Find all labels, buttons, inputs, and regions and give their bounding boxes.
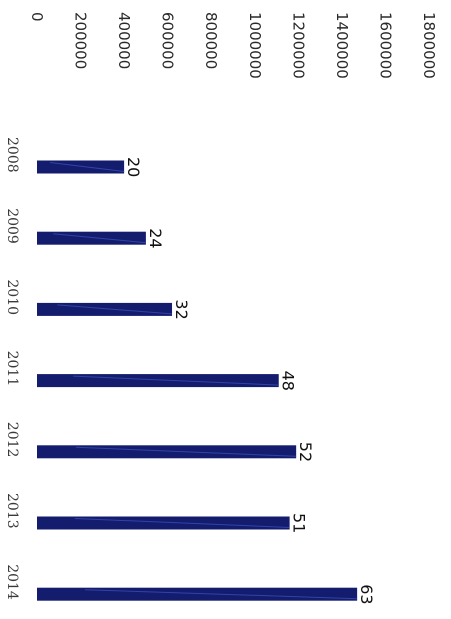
bar-highlight bbox=[53, 233, 146, 244]
x-tick-label: 800000 bbox=[202, 12, 220, 69]
bar-highlight bbox=[74, 518, 290, 528]
bar bbox=[37, 374, 279, 388]
bar bbox=[37, 302, 173, 316]
x-tick-label: 0 bbox=[28, 12, 46, 22]
x-tick-label: 1800000 bbox=[420, 12, 438, 79]
bar-highlight bbox=[73, 375, 279, 386]
data-label: 48 bbox=[279, 371, 298, 391]
category-label: 2013 bbox=[4, 493, 20, 529]
x-tick-label: 1000000 bbox=[246, 12, 264, 79]
category-label: 2012 bbox=[4, 422, 20, 458]
data-label: 20 bbox=[124, 157, 143, 177]
category-label: 2014 bbox=[4, 564, 20, 600]
data-label: 51 bbox=[290, 513, 309, 533]
data-label: 32 bbox=[172, 299, 191, 319]
x-tick-label: 200000 bbox=[72, 12, 90, 69]
bar bbox=[37, 231, 146, 245]
bar-highlight bbox=[50, 162, 125, 172]
data-label: 63 bbox=[357, 584, 376, 604]
x-tick-label: 600000 bbox=[159, 12, 177, 69]
category-label: 2011 bbox=[4, 351, 20, 387]
x-tick-label: 1600000 bbox=[376, 12, 394, 79]
category-label: 2009 bbox=[4, 208, 20, 244]
bar-highlight bbox=[75, 446, 297, 457]
bar-highlight bbox=[85, 589, 358, 600]
x-tick-label: 1200000 bbox=[289, 12, 307, 79]
x-tick-label: 1400000 bbox=[333, 12, 351, 79]
bar bbox=[37, 445, 297, 459]
bar-highlight bbox=[57, 304, 173, 315]
plot-area: 0 200000 400000 600000 800000 1000000 1200000 1… bbox=[4, 12, 438, 605]
x-tick-label: 400000 bbox=[115, 12, 133, 69]
bar bbox=[37, 160, 125, 174]
bar bbox=[37, 516, 290, 530]
category-label: 2008 bbox=[4, 137, 20, 173]
bar bbox=[37, 587, 358, 601]
data-label: 52 bbox=[296, 442, 315, 462]
data-label: 24 bbox=[146, 228, 165, 248]
category-label: 2010 bbox=[4, 279, 20, 315]
